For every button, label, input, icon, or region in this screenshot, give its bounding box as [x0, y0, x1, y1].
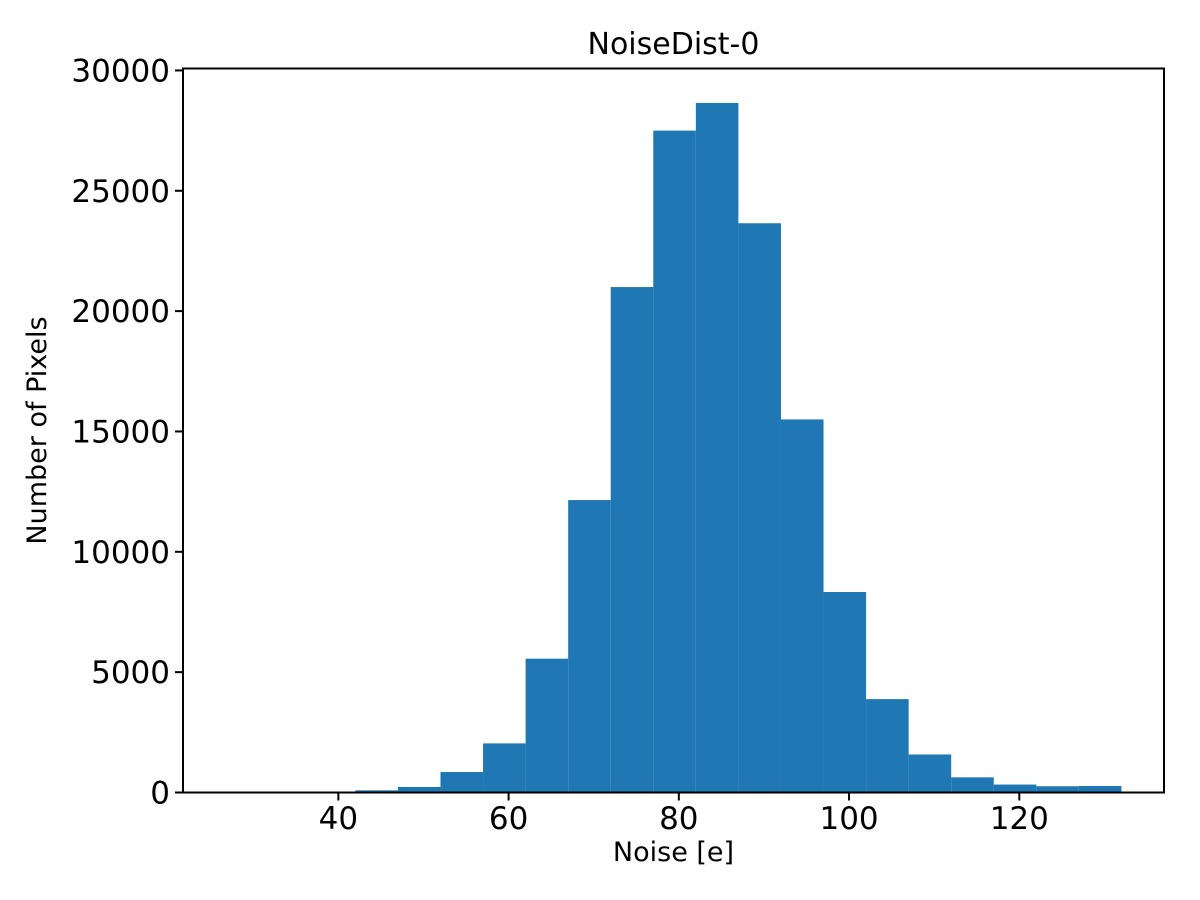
- y-tick-label: 10000: [71, 535, 170, 571]
- histogram-bar: [483, 743, 526, 793]
- y-tick-label: 20000: [71, 294, 170, 330]
- x-tick-label: 80: [659, 801, 698, 837]
- y-tick-label: 0: [150, 776, 170, 812]
- x-axis-label: Noise [e]: [613, 837, 734, 868]
- axis-ticks-group: 40 60 80 100 120 0 5000 10000 15000 20000 25000 300…: [71, 53, 1049, 837]
- x-tick-label: 100: [819, 801, 878, 837]
- x-tick-label: 60: [489, 801, 528, 837]
- histogram-bar: [780, 419, 824, 793]
- histogram-bar: [993, 784, 1037, 793]
- plot-frame-spines: [182, 67, 1165, 794]
- histogram-bar: [525, 658, 569, 793]
- y-tick-label: 30000: [71, 53, 170, 89]
- x-tick-label: 120: [990, 801, 1049, 837]
- histogram-bar: [1078, 786, 1122, 793]
- histogram-bar: [695, 102, 739, 793]
- histogram-bar: [823, 592, 867, 793]
- histogram-bar: [866, 699, 909, 793]
- histogram-bar: [653, 130, 696, 793]
- histogram-bar: [568, 500, 611, 793]
- histogram-bar: [908, 754, 952, 793]
- y-tick-label: 5000: [91, 655, 170, 691]
- y-tick-label: 15000: [71, 414, 170, 450]
- y-axis-label: Number of Pixels: [22, 316, 53, 544]
- y-tick-label: 25000: [71, 174, 170, 210]
- histogram-bar: [440, 772, 484, 793]
- histogram-bar: [397, 786, 441, 793]
- chart-title: NoiseDist-0: [588, 27, 760, 62]
- histogram-bar: [610, 287, 654, 793]
- histogram-bar: [738, 223, 781, 793]
- x-tick-label: 40: [319, 801, 358, 837]
- histogram-bars-group: [227, 102, 1122, 793]
- histogram-bar: [951, 777, 994, 793]
- histogram-bar: [1036, 786, 1079, 793]
- histogram-bar: [355, 790, 398, 793]
